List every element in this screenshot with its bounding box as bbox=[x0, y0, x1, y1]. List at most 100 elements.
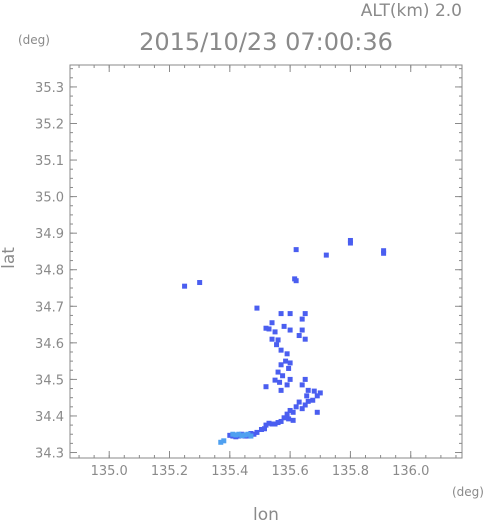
echo-point bbox=[293, 278, 299, 284]
echo-point bbox=[272, 377, 278, 383]
y-tick-label: 35.2 bbox=[35, 117, 64, 132]
echo-point bbox=[299, 406, 305, 412]
echo-point bbox=[269, 336, 275, 342]
echo-point bbox=[299, 316, 305, 322]
y-tick-label: 35.1 bbox=[35, 154, 64, 169]
plot-frame bbox=[69, 64, 463, 459]
echo-points bbox=[182, 237, 387, 445]
chart-title: 2015/10/23 07:00:36 bbox=[139, 28, 393, 56]
echo-point bbox=[347, 237, 353, 243]
echo-point bbox=[281, 415, 287, 421]
echo-point bbox=[287, 311, 293, 317]
y-tick-label: 35.3 bbox=[35, 81, 64, 96]
echo-point bbox=[381, 248, 387, 254]
y-tick-label: 35.0 bbox=[35, 191, 64, 206]
echo-point bbox=[278, 311, 284, 317]
echo-point bbox=[323, 252, 329, 258]
y-tick-label: 34.7 bbox=[35, 300, 64, 315]
echo-point bbox=[302, 336, 308, 342]
echo-point bbox=[258, 426, 264, 432]
echo-point bbox=[381, 250, 387, 256]
echo-point bbox=[347, 240, 353, 246]
echo-point bbox=[272, 421, 278, 427]
echo-point bbox=[286, 365, 292, 371]
echo-point bbox=[261, 426, 267, 432]
echo-point bbox=[278, 347, 284, 353]
echo-point bbox=[248, 433, 254, 439]
echo-point bbox=[245, 431, 251, 437]
echo-point bbox=[277, 379, 283, 385]
x-tick-label: 135.8 bbox=[332, 464, 369, 479]
echo-point bbox=[263, 422, 269, 428]
echo-point bbox=[197, 280, 203, 286]
x-tick-label: 135.6 bbox=[272, 464, 309, 479]
echo-point bbox=[263, 384, 269, 390]
x-tick-label: 135.4 bbox=[211, 464, 248, 479]
echo-point bbox=[284, 411, 290, 417]
x-tick-label: 136.0 bbox=[392, 464, 429, 479]
echo-point bbox=[305, 387, 311, 393]
echo-point bbox=[275, 337, 281, 343]
echo-point bbox=[287, 407, 293, 413]
echo-point bbox=[302, 311, 308, 317]
echo-point bbox=[287, 360, 293, 366]
echo-point bbox=[266, 326, 272, 332]
echo-point bbox=[275, 369, 281, 375]
echo-point bbox=[236, 431, 242, 437]
echo-point bbox=[302, 402, 308, 408]
echo-point bbox=[290, 409, 296, 415]
y-tick-label: 34.4 bbox=[35, 410, 64, 425]
axis-tick-labels: 135.0 135.2 135.4 135.6 135.8 136.0 34.3 34.4 34… bbox=[35, 81, 429, 479]
echo-point bbox=[302, 376, 308, 382]
y-axis-label: lat bbox=[0, 247, 19, 269]
y-unit-label: (deg) bbox=[18, 33, 50, 47]
echo-point bbox=[290, 417, 296, 423]
echo-point bbox=[317, 390, 323, 396]
echo-point bbox=[284, 351, 290, 357]
echo-point bbox=[293, 404, 299, 410]
echo-point bbox=[233, 432, 239, 438]
echo-point bbox=[254, 429, 260, 435]
echo-point bbox=[182, 283, 188, 289]
y-tick-label: 34.8 bbox=[35, 264, 64, 279]
echo-point bbox=[230, 431, 236, 437]
echo-point bbox=[275, 420, 281, 426]
x-axis-label: lon bbox=[253, 505, 279, 521]
echo-point bbox=[248, 431, 254, 437]
y-tick-label: 34.5 bbox=[35, 373, 64, 388]
x-unit-label: (deg) bbox=[452, 485, 484, 499]
x-tick-label: 135.0 bbox=[91, 464, 128, 479]
echo-point bbox=[266, 420, 272, 426]
echo-point bbox=[299, 382, 305, 388]
echo-point bbox=[274, 342, 280, 348]
echo-point bbox=[314, 393, 320, 399]
echo-point bbox=[281, 323, 287, 329]
echo-point bbox=[287, 376, 293, 382]
echo-point bbox=[269, 320, 275, 326]
x-tick-label: 135.2 bbox=[151, 464, 188, 479]
echo-point bbox=[296, 399, 302, 405]
y-tick-label: 34.6 bbox=[35, 337, 64, 352]
echo-point bbox=[242, 432, 248, 438]
echo-point bbox=[263, 325, 269, 331]
echo-point bbox=[278, 362, 284, 368]
echo-point bbox=[286, 416, 292, 422]
echo-point bbox=[287, 327, 293, 333]
axis-ticks bbox=[70, 65, 462, 458]
echo-point bbox=[227, 432, 233, 438]
echo-point bbox=[239, 433, 245, 439]
echo-point bbox=[221, 438, 227, 444]
echo-point bbox=[254, 305, 260, 311]
echo-point bbox=[314, 409, 320, 415]
echo-point bbox=[278, 387, 284, 393]
echo-point bbox=[272, 329, 278, 335]
echo-point bbox=[251, 431, 257, 437]
echo-point bbox=[269, 421, 275, 427]
y-tick-label: 34.3 bbox=[35, 447, 64, 462]
echo-point bbox=[299, 327, 305, 333]
echo-point bbox=[284, 382, 290, 388]
echo-point bbox=[305, 398, 311, 404]
echo-point bbox=[278, 418, 284, 424]
echo-point bbox=[310, 397, 316, 403]
